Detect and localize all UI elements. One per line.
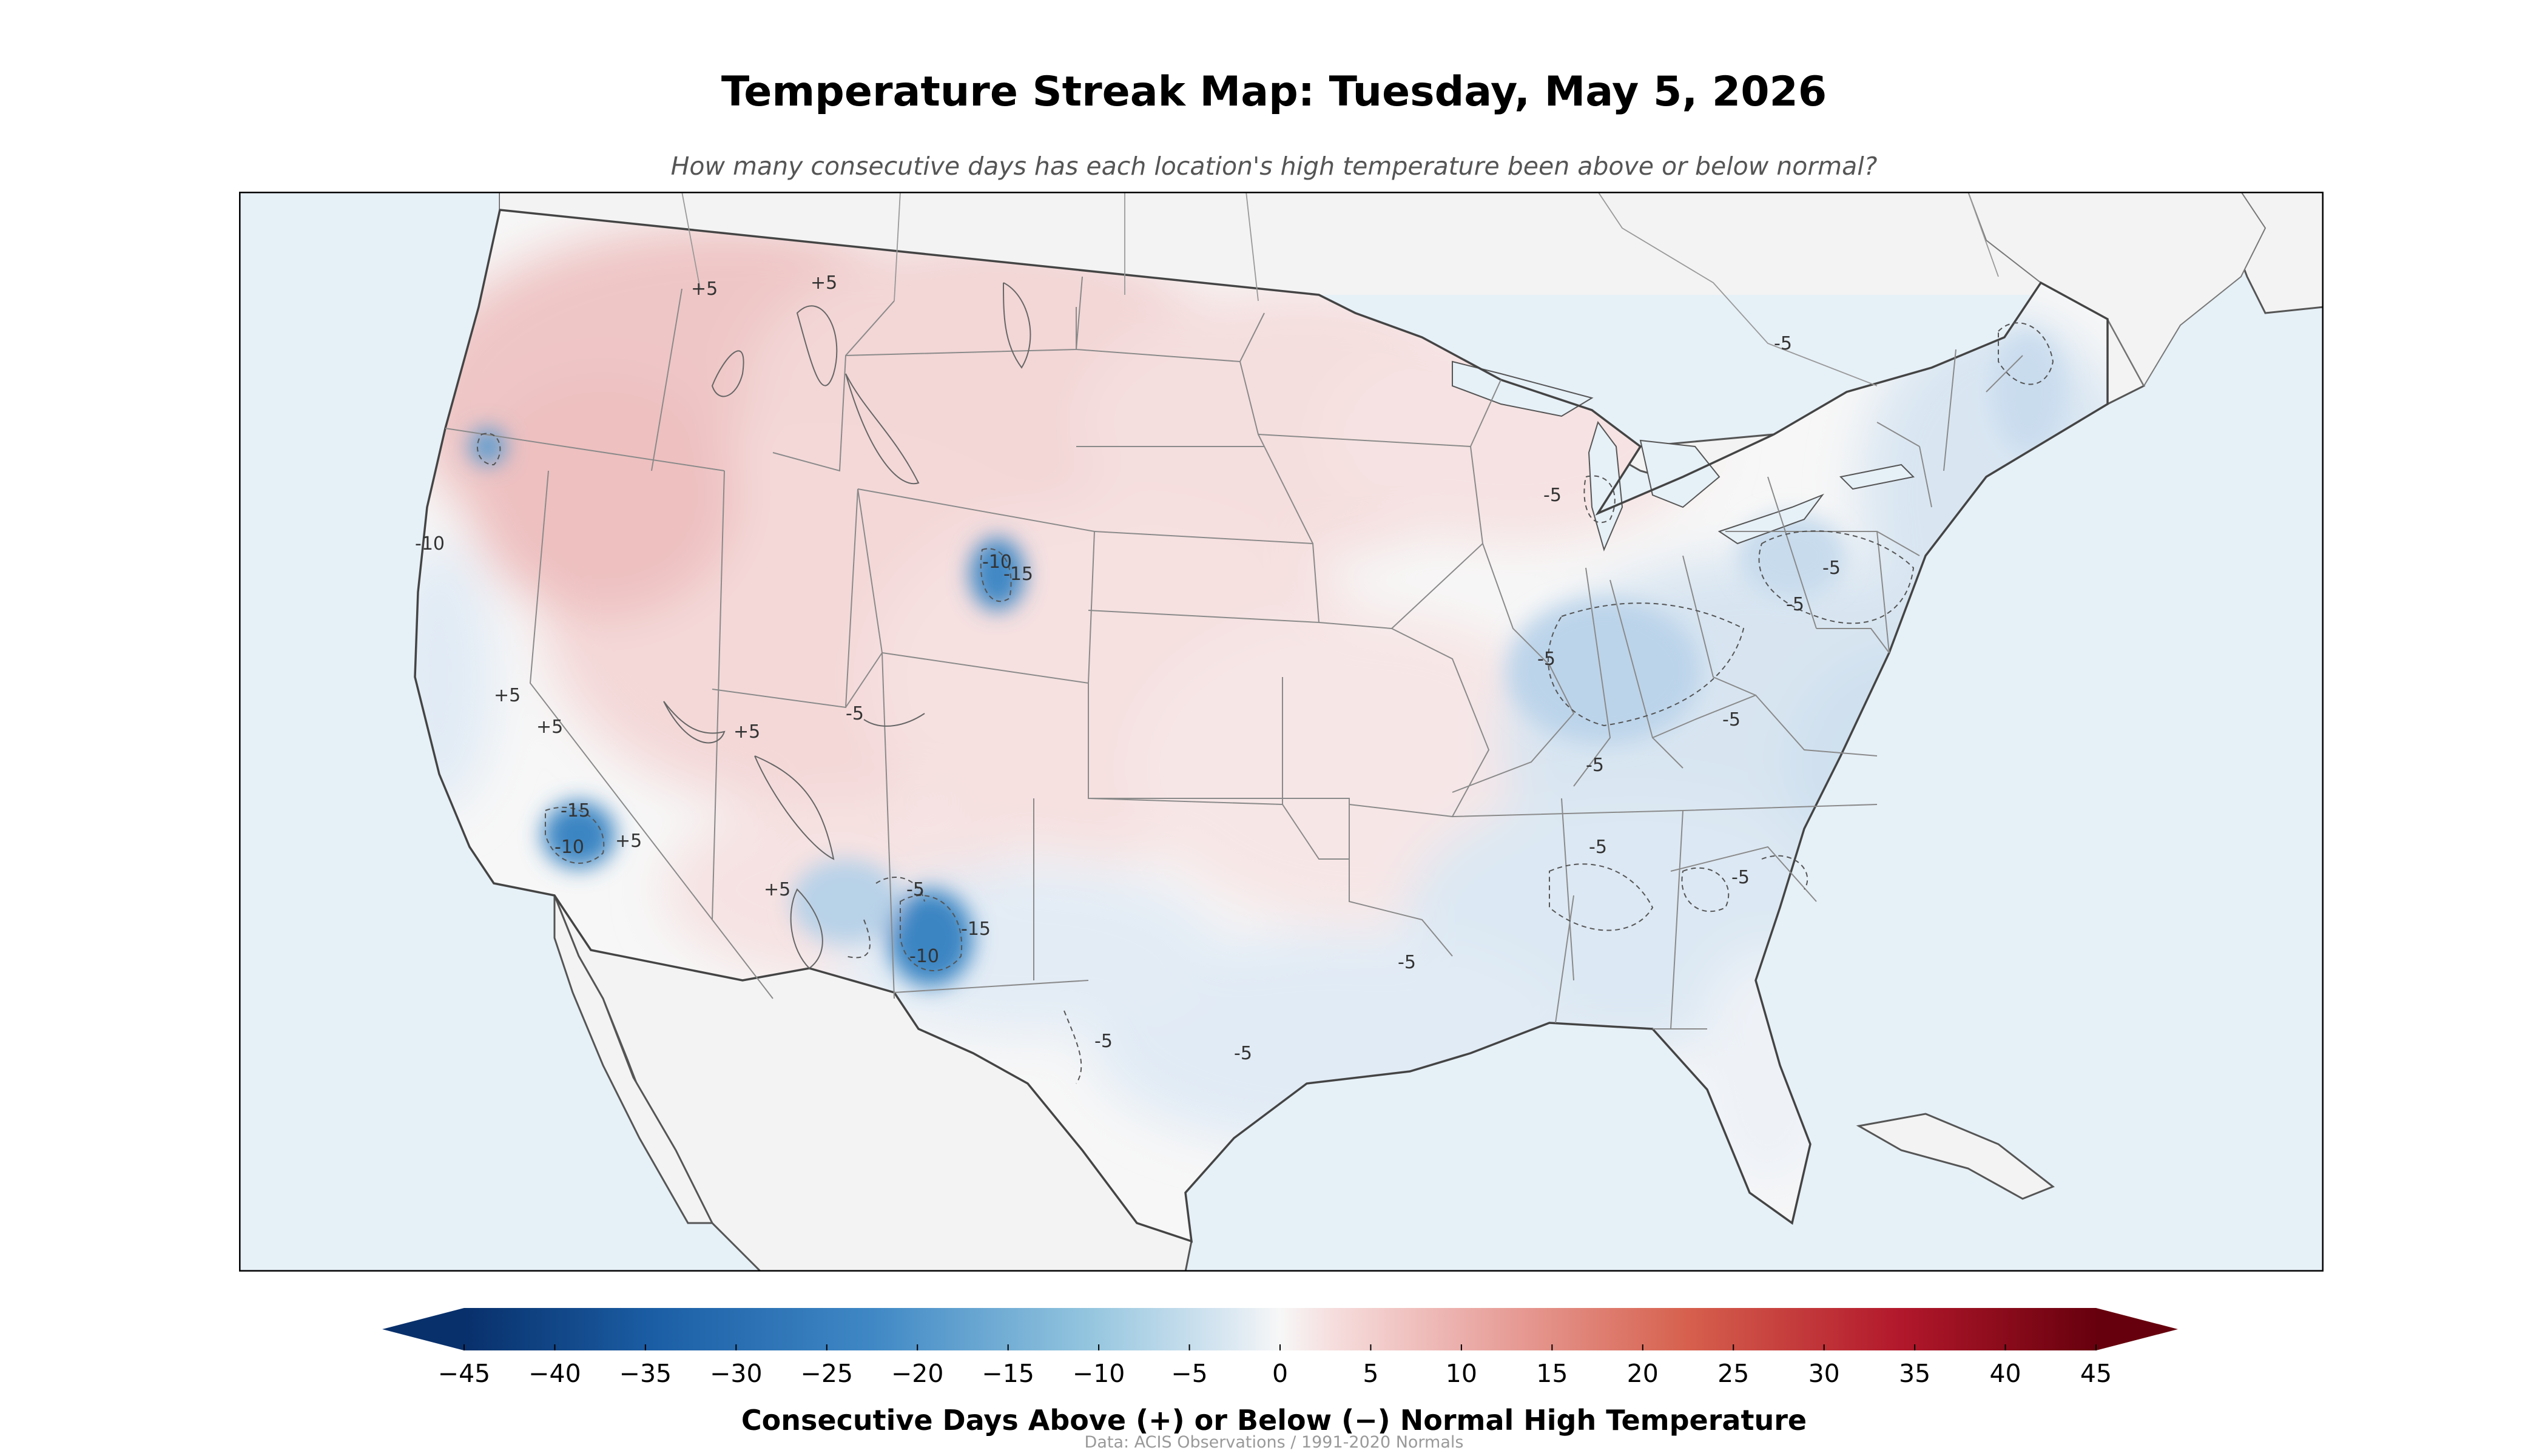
state-borders (445, 276, 2023, 1030)
data-credit: Data: ACIS Observations / 1991-2020 Norm… (1084, 1433, 1464, 1452)
lake-ontario (1839, 463, 1915, 490)
contour-label: -5 (846, 703, 864, 724)
contour-label: -15 (561, 800, 590, 821)
colorbar-tick-label: −5 (1171, 1359, 1208, 1388)
contour-label: -5 (1586, 755, 1604, 776)
cool-contours (476, 322, 2054, 1084)
contour-label: +5 (494, 685, 521, 706)
contour-label: -10 (554, 837, 584, 858)
contour-label: +5 (733, 721, 760, 743)
colorbar-extend-low (382, 1308, 464, 1350)
contour-label: -5 (1589, 837, 1607, 858)
colorbar-label: Consecutive Days Above (+) or Below (−) … (741, 1404, 1807, 1437)
colorbar-tick-label: −15 (982, 1359, 1034, 1388)
colorbar-tick-label: 0 (1272, 1359, 1289, 1388)
contour-label: -15 (961, 918, 991, 940)
contour-label: +5 (615, 831, 642, 852)
colorbar-tick-label: −25 (800, 1359, 854, 1388)
colorbar-tick-label: −20 (891, 1359, 944, 1388)
contour-label: -5 (1731, 867, 1750, 888)
colorbar-tick-label: 30 (1808, 1359, 1840, 1388)
contour-label: -5 (1537, 649, 1555, 670)
contour-labels: +5 +5 +5 +5 +5 +5 +5 -5 -5 -5 -5 -5 -5 -… (415, 272, 1841, 1064)
colorbar-gradient (464, 1308, 2096, 1350)
colorbar-tick-label: 40 (1989, 1359, 2021, 1388)
colorbar-tick-label: 45 (2080, 1359, 2112, 1388)
contour-label: -5 (906, 879, 925, 900)
warm-contours (663, 282, 1031, 969)
colorbar-tick-label: 5 (1363, 1359, 1379, 1388)
map-border (239, 192, 2324, 1272)
contour-label: -5 (1234, 1043, 1252, 1064)
lake-superior (1452, 360, 1594, 417)
colorbar-tick-marks (463, 1344, 2097, 1350)
contour-label: -5 (1822, 558, 1841, 579)
lake-huron (1639, 439, 1721, 508)
cuba (1856, 1113, 2055, 1200)
streak-map: +5 +5 +5 +5 +5 +5 +5 -5 -5 -5 -5 -5 -5 -… (239, 192, 2324, 1272)
map-title: Temperature Streak Map: Tuesday, May 5, … (721, 68, 1827, 116)
lake-michigan (1588, 420, 1623, 551)
colorbar-tick-label: −30 (710, 1359, 763, 1388)
contour-label: -5 (1786, 594, 1804, 615)
colorbar-tick-label: 10 (1445, 1359, 1477, 1388)
province-borders (681, 192, 1999, 386)
colorbar (382, 1308, 2178, 1350)
contour-label: -10 (982, 551, 1012, 573)
colorbar-tick-label: −35 (619, 1359, 672, 1388)
contour-label: -5 (1398, 952, 1416, 973)
colorbar-tick-label: −45 (437, 1359, 491, 1388)
contour-label: -5 (1774, 333, 1792, 354)
contour-label: +5 (536, 716, 563, 738)
contour-label: -15 (1003, 564, 1033, 585)
baja-peninsula (553, 895, 714, 1224)
colorbar-tick-label: 35 (1899, 1359, 1931, 1388)
contour-label: +5 (811, 272, 837, 294)
contour-label: +5 (764, 879, 790, 900)
contour-label: -5 (1722, 709, 1741, 730)
colorbar-tick-label: 20 (1626, 1359, 1659, 1388)
contour-label: -10 (909, 946, 939, 967)
colorbar-tick-label: −40 (528, 1359, 581, 1388)
conus-outline (414, 209, 2109, 1243)
contour-label: -5 (1094, 1031, 1113, 1052)
colorbar-tick-label: 25 (1717, 1359, 1750, 1388)
contour-label: -5 (1543, 485, 1562, 506)
contour-label: +5 (691, 278, 718, 300)
streak-shading (415, 222, 2108, 1193)
map-subtitle: How many consecutive days has each locat… (670, 152, 1878, 181)
contour-label: -10 (415, 533, 445, 554)
colorbar-tick-label: 15 (1536, 1359, 1568, 1388)
colorbar-tick-label: −10 (1072, 1359, 1125, 1388)
colorbar-extend-high (2096, 1308, 2178, 1350)
